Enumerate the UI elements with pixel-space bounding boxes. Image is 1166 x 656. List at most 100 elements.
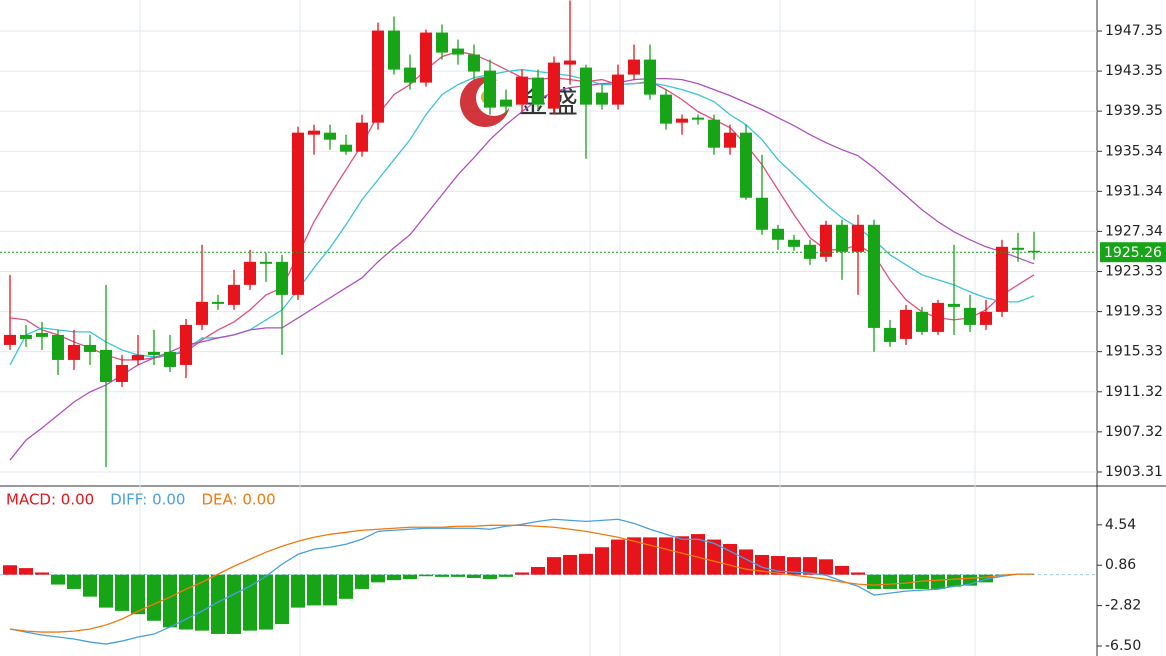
macd-bar: [931, 574, 945, 589]
macd-bar: [83, 574, 97, 597]
macd-bar: [435, 574, 449, 577]
candle-body: [356, 122, 368, 152]
candle-body: [20, 334, 32, 339]
macd-bar: [387, 574, 401, 581]
candle-body: [436, 32, 448, 53]
macd-bar: [147, 574, 161, 621]
y-tick-label: 1947.35: [1105, 23, 1163, 39]
macd-bar: [243, 574, 257, 631]
candle-body: [212, 301, 224, 304]
macd-bar: [691, 534, 705, 575]
candle-body: [644, 59, 656, 95]
legend-entry: DEA: 0.00: [201, 491, 275, 509]
candle-body: [596, 92, 608, 105]
macd-bar: [419, 574, 433, 577]
macd-bar: [723, 543, 737, 575]
macd-bar: [499, 574, 513, 577]
macd-bar: [915, 574, 929, 589]
macd-bar: [115, 574, 129, 611]
macd-bar: [51, 574, 65, 585]
candle-body: [292, 132, 304, 295]
macd-bar: [707, 539, 721, 575]
macd-bar: [163, 574, 177, 628]
candle-body: [228, 284, 240, 305]
macd-bar: [451, 574, 465, 577]
candle-body: [340, 144, 352, 152]
macd-bar: [275, 574, 289, 625]
y-tick-label: 1919.33: [1105, 304, 1163, 320]
macd-bar: [851, 572, 865, 575]
candle-body: [820, 224, 832, 257]
macd-bar: [99, 574, 113, 608]
macd-bar: [659, 537, 673, 575]
macd-bar: [867, 574, 881, 589]
candle-body: [468, 54, 480, 72]
line-series: [9, 518, 1034, 645]
macd-bar: [611, 539, 625, 575]
candle-body: [948, 303, 960, 307]
last-price-box: [1100, 242, 1166, 263]
macd-bar: [467, 574, 481, 578]
y-tick-label: -2.82: [1105, 598, 1141, 614]
candle-body: [788, 239, 800, 247]
candle-body: [628, 59, 640, 75]
candle-body: [196, 301, 208, 325]
candle-body: [84, 344, 96, 352]
candle-body: [708, 119, 720, 148]
macd-bar: [483, 574, 497, 580]
candle-body: [404, 67, 416, 83]
candle-body: [148, 351, 160, 355]
macd-bar: [579, 553, 593, 575]
line-series: [9, 77, 1035, 461]
candle-body: [244, 261, 256, 285]
macd-bar: [371, 574, 385, 583]
candle-body: [100, 349, 112, 382]
macd-bar: [819, 559, 833, 575]
legend-entry: DIFF: 0.00: [110, 491, 185, 509]
y-tick-label: 4.54: [1105, 517, 1136, 533]
candle-body: [372, 30, 384, 123]
macd-bar: [899, 574, 913, 589]
candle-body: [980, 311, 992, 325]
y-tick-label: 1931.34: [1105, 183, 1163, 199]
candle-body: [1028, 250, 1040, 253]
y-tick-label: 1923.33: [1105, 264, 1163, 280]
candle-body: [164, 351, 176, 367]
macd-bar: [179, 574, 193, 630]
y-tick-label: 0.86: [1105, 557, 1136, 573]
macd-bar: [259, 574, 273, 630]
candle-body: [276, 261, 288, 295]
y-tick-label: 1943.35: [1105, 63, 1163, 79]
candle-body: [420, 32, 432, 83]
candle-body: [132, 354, 144, 360]
macd-bar: [835, 565, 849, 575]
macd-bar: [227, 574, 241, 634]
candle-body: [564, 60, 576, 65]
candle-body: [324, 132, 336, 140]
macd-bar: [963, 574, 977, 586]
candle-body: [612, 74, 624, 105]
y-tick-label: 1903.31: [1105, 464, 1163, 480]
macd-bar: [323, 574, 337, 606]
candle-body: [36, 332, 48, 337]
candle-body: [484, 70, 496, 108]
y-tick-label: 1911.32: [1105, 384, 1163, 400]
macd-bar: [131, 574, 145, 615]
candle-body: [532, 77, 544, 105]
candle-body: [548, 62, 560, 109]
line-series: [9, 524, 1034, 633]
y-tick-label: 1907.32: [1105, 424, 1163, 440]
candle-body: [660, 94, 672, 124]
y-tick-label: 1939.35: [1105, 103, 1163, 119]
candle-body: [772, 228, 784, 240]
candle-body: [740, 132, 752, 198]
candle-body: [756, 197, 768, 230]
macd-bar: [595, 547, 609, 575]
candle-body: [4, 334, 16, 345]
candle-body: [388, 30, 400, 70]
candle-body: [836, 224, 848, 252]
y-tick-label: 1935.34: [1105, 143, 1163, 159]
macd-bar: [643, 537, 657, 575]
macd-bar: [803, 557, 817, 575]
